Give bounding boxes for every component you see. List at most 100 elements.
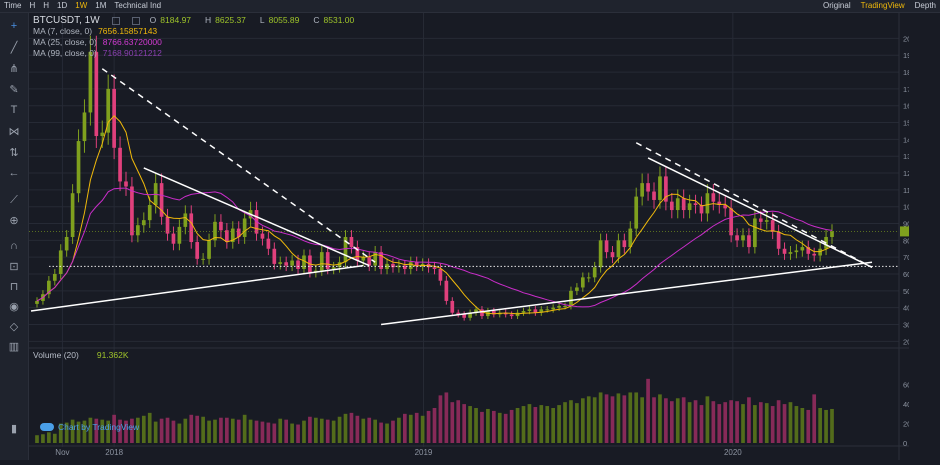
volume-bar-12 (106, 420, 111, 443)
price-tag-bg (900, 226, 909, 237)
volume-bar-21 (159, 418, 164, 443)
volume-bar-119 (741, 404, 745, 443)
unlock-icon[interactable]: ⊓ (9, 280, 19, 293)
volume-bar-47 (314, 417, 318, 443)
volume-bar-126 (782, 404, 787, 443)
interval-5[interactable]: 1M (95, 1, 107, 10)
trend-line-icon[interactable]: ╱ (10, 41, 18, 54)
ma99-label[interactable]: MA (99, close, 0) (33, 48, 97, 58)
tradingview-watermark[interactable]: Chart by TradingView (40, 422, 139, 432)
y-tick-label-4: 16000.00 (903, 102, 909, 111)
volume-bar-92 (580, 398, 585, 443)
volume-bar-43 (290, 423, 294, 443)
interval-0[interactable]: Time (4, 1, 22, 10)
volume-bar-74 (474, 408, 478, 443)
high-label: H (205, 15, 212, 25)
candle-body-44 (296, 260, 300, 269)
candle-body-49 (325, 252, 330, 269)
price-chart[interactable]: 20000.00 19000.00 18000.00 17000.00 16000.00… (29, 13, 934, 460)
candle-body-126 (782, 248, 787, 254)
volume-bar-0 (35, 435, 39, 443)
volume-bar-121 (753, 405, 757, 443)
trash-icon[interactable]: ▥ (8, 340, 20, 353)
candle-body-63 (408, 262, 413, 269)
candle-body-82 (521, 311, 526, 313)
hide-icon[interactable] (131, 16, 140, 25)
pitchfork-icon[interactable]: ⋔ (9, 62, 19, 75)
text-tool-icon[interactable]: T (10, 104, 18, 116)
view-1[interactable]: TradingView (860, 1, 905, 10)
interval-1[interactable]: H (29, 1, 36, 10)
volume-bar-41 (278, 418, 283, 443)
settings-icon[interactable] (111, 16, 120, 25)
ma25-label[interactable]: MA (25, close, 0) (33, 37, 97, 47)
candle-body-54 (355, 247, 360, 261)
volume-bar-29 (207, 420, 211, 443)
y-tick-label-3: 17000.00 (903, 85, 909, 94)
zoom-icon[interactable]: ⊕ (9, 214, 19, 227)
volume-bar-17 (136, 417, 140, 443)
volume-bar-68 (438, 395, 443, 443)
candle-body-34 (236, 228, 241, 237)
view-0[interactable]: Original (823, 1, 851, 10)
symbol-label: BTCUSDT, 1W (33, 15, 100, 26)
candle-body-93 (586, 277, 591, 279)
ma7-line (36, 115, 833, 315)
eye-icon[interactable]: ◉ (9, 300, 19, 313)
candle-body-3 (52, 274, 57, 281)
y-tick-label-9: 11000.00 (903, 186, 909, 195)
interval-6[interactable]: Technical Ind (114, 1, 162, 10)
interval-selector: Time H H 1D 1W 1M Technical Ind (4, 0, 161, 12)
volume-bar-7 (76, 421, 81, 443)
volume-bar-53 (349, 412, 354, 443)
ascending-support-line (30, 264, 364, 312)
magnet-icon[interactable]: ∩ (10, 240, 18, 252)
x-tick-label-1: 2018 (105, 448, 123, 457)
candle-body-73 (468, 312, 472, 318)
lock-drawings-icon[interactable]: ⊡ (9, 260, 19, 273)
crosshair-icon[interactable]: + (10, 20, 18, 32)
volume-bar-110 (687, 402, 692, 443)
candle-body-52 (343, 236, 348, 263)
volume-bar-115 (717, 404, 722, 443)
chart-area[interactable]: 20000.00 19000.00 18000.00 17000.00 16000.00… (29, 13, 934, 460)
view-2[interactable]: Depth (914, 1, 936, 10)
ruler-icon[interactable]: ⟋ (10, 193, 18, 206)
candle-body-90 (569, 290, 573, 306)
view-switcher: Original TradingView Depth (823, 0, 936, 12)
candle-body-88 (557, 305, 561, 308)
volume-bar-81 (515, 408, 520, 443)
interval-2[interactable]: H (43, 1, 50, 10)
interval-3[interactable]: 1D (57, 1, 68, 10)
volume-bar-23 (171, 420, 176, 443)
ma7-label[interactable]: MA (7, close, 0) (33, 26, 93, 36)
brush-icon[interactable]: ✎ (9, 83, 19, 96)
candle-body-33 (230, 228, 235, 243)
candle-body-87 (551, 307, 555, 310)
candle-body-102 (640, 183, 644, 197)
prediction-icon[interactable]: ⇅ (9, 146, 19, 159)
open-label: O (149, 15, 157, 25)
volume-bar-99 (622, 395, 627, 443)
back-arrow-icon[interactable]: ← (8, 167, 20, 179)
candle-body-94 (592, 267, 597, 278)
y-tick-label-2: 18000.00 (903, 68, 909, 77)
candle-body-8 (82, 112, 87, 142)
volume-bar-34 (236, 419, 241, 443)
candle-body-40 (272, 248, 277, 264)
toggle-toolbar-icon[interactable]: ▮ (10, 422, 18, 435)
volume-bar-112 (699, 405, 704, 443)
layers-icon[interactable]: ◇ (9, 320, 19, 333)
volume-bar-2 (47, 432, 51, 443)
volume-bar-50 (331, 420, 336, 443)
volume-label[interactable]: Volume (20) (33, 350, 79, 360)
pattern-icon[interactable]: ⋈ (8, 125, 20, 138)
candle-body-104 (652, 191, 656, 200)
candle-body-111 (693, 203, 698, 206)
volume-bar-79 (503, 413, 508, 443)
open-value: 8184.97 (160, 15, 192, 25)
volume-bar-131 (812, 394, 817, 443)
interval-4[interactable]: 1W (75, 1, 88, 10)
volume-bar-83 (527, 404, 532, 443)
candle-body-109 (681, 198, 686, 211)
